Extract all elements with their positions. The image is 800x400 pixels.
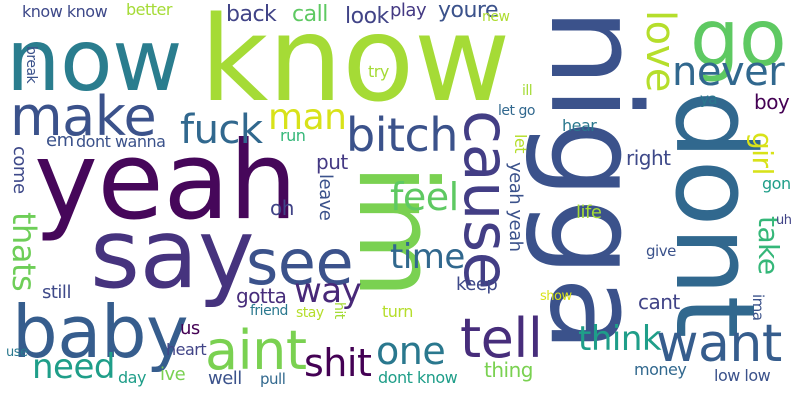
word-love: love xyxy=(637,10,683,92)
word-thing: thing xyxy=(484,358,533,382)
word-leave: leave xyxy=(315,174,336,221)
word-fuck: fuck xyxy=(180,107,263,153)
word-heart: heart xyxy=(166,340,207,359)
word-cause: cause xyxy=(450,110,523,290)
word-girl: girl xyxy=(746,132,779,175)
word-try: try xyxy=(368,62,389,81)
word-now: now xyxy=(6,11,182,111)
word-ya: ya xyxy=(700,90,718,108)
word-let-go: let go xyxy=(498,103,535,119)
word-man: man xyxy=(268,97,347,138)
word-cant: cant xyxy=(638,290,680,314)
word-yeah: yeah xyxy=(34,119,298,244)
word-break: break xyxy=(23,46,39,84)
word-need: need xyxy=(32,347,115,387)
word-feel: feel xyxy=(390,175,459,219)
word-dont-know: dont know xyxy=(378,368,458,387)
word-want: want xyxy=(656,314,782,374)
word-shit: shit xyxy=(304,341,372,385)
word-say: say xyxy=(90,198,255,310)
word-well: well xyxy=(208,368,242,389)
word-ima: ima xyxy=(749,294,767,321)
word-make: make xyxy=(10,85,157,148)
word-low-low: low low xyxy=(714,366,771,385)
word-still: still xyxy=(42,282,71,303)
word-see: see xyxy=(246,226,354,299)
word-run: run xyxy=(280,126,306,145)
word-friend: friend xyxy=(250,303,288,319)
word-pull: pull xyxy=(260,370,286,388)
word-go: go xyxy=(690,0,787,84)
word-us: us xyxy=(180,318,200,339)
word-uh: uh xyxy=(776,213,792,228)
word-boy: boy xyxy=(754,90,790,114)
word-call: call xyxy=(292,2,328,27)
word-tell: tell xyxy=(460,307,543,370)
word-ill: ill xyxy=(522,83,533,99)
word-let: let xyxy=(511,134,530,154)
word-never: never xyxy=(672,49,785,95)
word-one: one xyxy=(376,329,446,373)
word-yeah-yeah: yeah yeah xyxy=(505,162,526,252)
word-aint: aint xyxy=(205,319,307,382)
word-think: think xyxy=(578,319,662,359)
word-gon: gon xyxy=(762,174,791,193)
word-youre: youre xyxy=(438,0,499,23)
word-know: know xyxy=(200,0,510,128)
word-turn: turn xyxy=(382,302,413,321)
word-new: new xyxy=(482,9,510,25)
word-thats: thats xyxy=(5,212,43,292)
word-nigga: nigga xyxy=(522,8,666,352)
word-im: im xyxy=(334,164,459,299)
word-money: money xyxy=(634,360,687,379)
word-baby: baby xyxy=(12,290,189,374)
word-gotta: gotta xyxy=(236,284,287,308)
word-hear: hear xyxy=(562,116,597,135)
word-play: play xyxy=(390,0,427,21)
word-show: show xyxy=(540,289,572,304)
word-bitch: bitch xyxy=(346,108,458,162)
word-oh: oh xyxy=(270,196,294,220)
word-ive: ive xyxy=(160,364,186,385)
word-keep: keep xyxy=(456,274,498,295)
word-hit: hit xyxy=(331,302,347,319)
word-time: time xyxy=(390,237,465,277)
word-look: look xyxy=(345,4,389,29)
word-put: put xyxy=(316,150,348,174)
word-life: life xyxy=(576,202,602,223)
word-dont-wanna: dont wanna xyxy=(76,132,166,151)
word-give: give xyxy=(646,242,676,260)
word-back: back xyxy=(226,2,277,27)
word-stay: stay xyxy=(296,305,324,321)
word-dont: dont xyxy=(651,90,779,338)
word-day: day xyxy=(118,368,146,387)
word-come: come xyxy=(9,146,30,194)
word-know-know: know know xyxy=(22,2,108,21)
word-em: em xyxy=(46,130,74,151)
word-right: right xyxy=(626,146,671,170)
word-way: way xyxy=(294,271,362,311)
word-use: use xyxy=(6,345,28,360)
word-take: take xyxy=(752,216,785,275)
word-better: better xyxy=(126,0,172,19)
